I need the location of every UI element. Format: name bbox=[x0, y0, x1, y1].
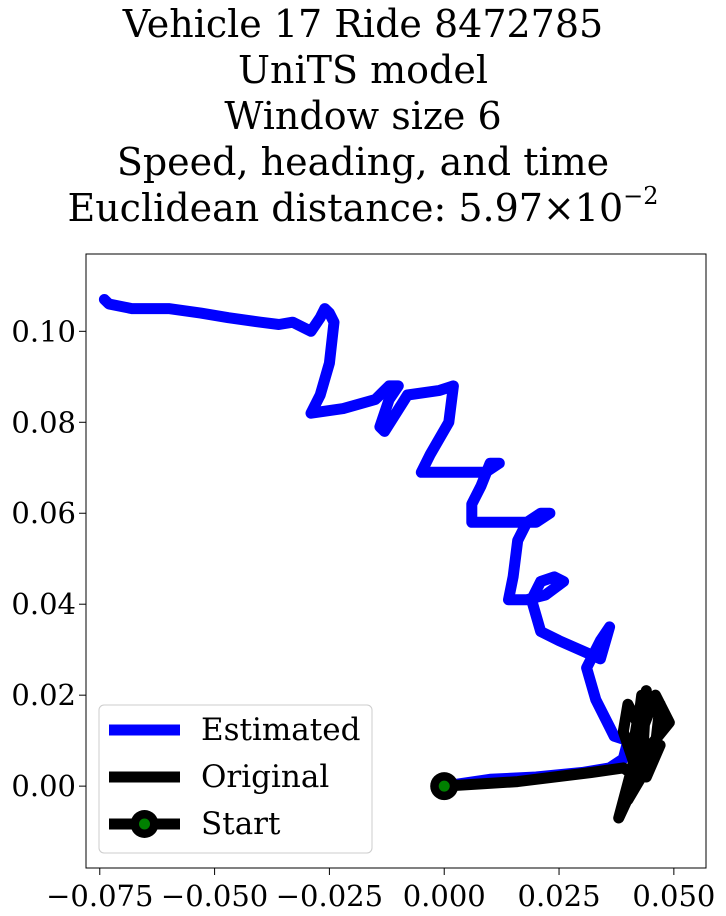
series-layer bbox=[98, 294, 675, 824]
legend-label-original: Original bbox=[201, 759, 329, 795]
plot-frame bbox=[85, 253, 707, 869]
legend-box bbox=[98, 704, 373, 854]
x-tick-label: −0.050 bbox=[161, 879, 268, 913]
y-tick-label: 0.04 bbox=[11, 587, 76, 621]
series-line-estimated bbox=[98, 294, 634, 792]
title-line-distance: Euclidean distance: 5.97×10−2 bbox=[0, 182, 726, 231]
title-line-features: Speed, heading, and time bbox=[116, 140, 610, 184]
x-tick-label: 0.025 bbox=[518, 879, 601, 913]
title-line-vehicle: Vehicle 17 Ride 8472785 bbox=[122, 2, 604, 46]
x-tick-label: −0.075 bbox=[46, 879, 153, 913]
y-axis: 0.00 0.02 0.04 0.06 0.08 0.10 bbox=[11, 314, 86, 803]
legend-label-estimated: Estimated bbox=[201, 712, 360, 748]
y-tick-label: 0.10 bbox=[11, 314, 76, 348]
title-line-window: Window size 6 bbox=[224, 94, 502, 138]
y-tick-label: 0.08 bbox=[11, 405, 76, 439]
legend-label-start: Start bbox=[201, 806, 281, 842]
title-line-model: UniTS model bbox=[238, 48, 488, 92]
distance-exponent: −2 bbox=[623, 182, 659, 210]
distance-times: × bbox=[542, 186, 575, 230]
distance-label: Euclidean distance: 5.97 bbox=[67, 186, 543, 230]
distance-base: 10 bbox=[574, 186, 624, 230]
x-tick-label: 0.050 bbox=[632, 879, 715, 913]
x-tick-label: −0.025 bbox=[276, 879, 383, 913]
start-marker-inner bbox=[438, 780, 450, 792]
x-tick-label: 0.000 bbox=[403, 879, 486, 913]
y-tick-label: 0.06 bbox=[11, 496, 76, 530]
series-line-original bbox=[438, 685, 675, 824]
y-tick-label: 0.00 bbox=[11, 769, 76, 803]
chart-title: Vehicle 17 Ride 8472785 UniTS model Wind… bbox=[0, 0, 726, 231]
y-tick-label: 0.02 bbox=[11, 678, 76, 712]
legend: Estimated Original Start bbox=[98, 704, 373, 854]
legend-start-marker-inner bbox=[139, 818, 150, 830]
x-axis: −0.075 −0.050 −0.025 0.000 0.025 0.050 bbox=[46, 868, 715, 913]
